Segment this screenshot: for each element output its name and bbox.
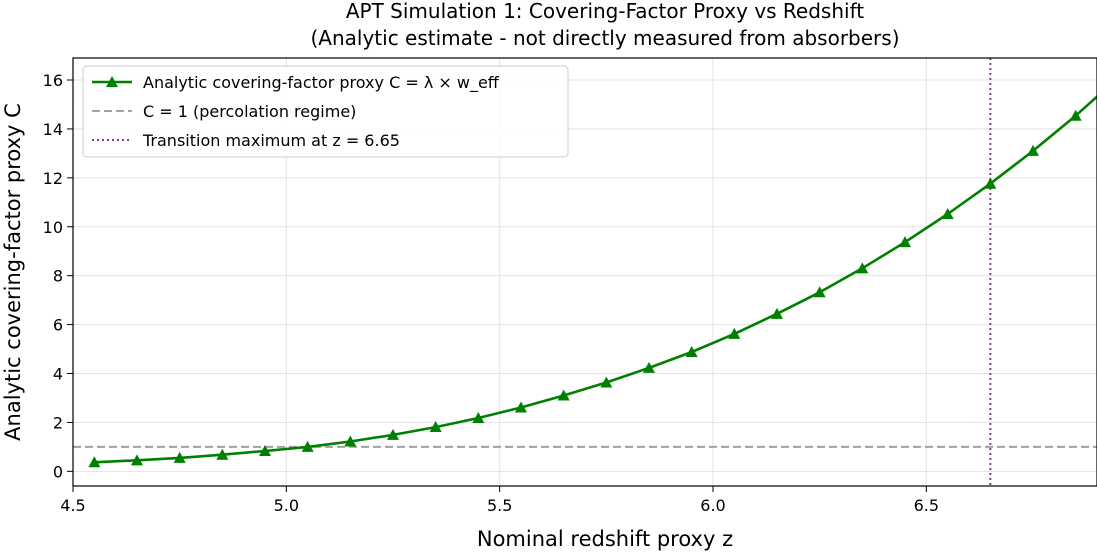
- data-point-marker: [984, 177, 997, 189]
- chart-title: APT Simulation 1: Covering-Factor Proxy …: [346, 0, 864, 23]
- y-tick-label: 12: [43, 169, 63, 188]
- series-group: [88, 94, 1097, 468]
- y-tick-label: 16: [43, 71, 63, 90]
- data-point-marker: [1027, 144, 1039, 156]
- data-point-marker: [728, 327, 741, 339]
- data-point-marker: [771, 307, 783, 319]
- chart-subtitle: (Analytic estimate - not directly measur…: [311, 26, 900, 50]
- legend-marker-series: [106, 76, 118, 87]
- x-tick-label: 6.0: [700, 496, 725, 515]
- data-point-marker: [813, 286, 826, 298]
- legend-label-percolation: C = 1 (percolation regime): [143, 102, 356, 121]
- data-point-marker: [899, 236, 911, 248]
- y-axis-label: Analytic covering-factor proxy C: [1, 103, 25, 441]
- legend-box: [82, 65, 569, 158]
- series-layer: [88, 94, 1097, 468]
- data-point-marker: [387, 428, 399, 440]
- data-point-marker: [88, 456, 101, 468]
- legend-label-series: Analytic covering-factor proxy C = λ × w…: [143, 73, 500, 93]
- y-tick-label: 10: [43, 218, 63, 237]
- data-point-marker: [856, 262, 869, 274]
- data-point-marker: [515, 401, 527, 413]
- x-tick-label: 4.5: [60, 496, 85, 515]
- x-axis-label: Nominal redshift proxy z: [477, 527, 733, 551]
- data-point-marker: [600, 376, 613, 388]
- data-point-marker: [643, 361, 655, 373]
- data-point-marker: [259, 445, 271, 457]
- y-tick-label: 0: [53, 462, 63, 481]
- y-tick-label: 6: [53, 316, 63, 335]
- x-tick-label: 6.5: [914, 496, 939, 515]
- data-point-marker: [344, 435, 357, 447]
- data-point-marker: [131, 454, 143, 466]
- data-point-marker: [429, 421, 442, 433]
- legend: Analytic covering-factor proxy C = λ × w…: [82, 65, 569, 158]
- legend-label-transition: Transition maximum at z = 6.65: [142, 131, 400, 150]
- data-point-marker: [941, 208, 954, 220]
- grid-layer: [72, 58, 1097, 486]
- y-tick-label: 14: [43, 120, 63, 139]
- x-ticks: 4.5 5.0 5.5 6.0 6.5: [60, 486, 939, 515]
- data-point-marker: [472, 412, 485, 424]
- data-point-marker: [1069, 109, 1082, 121]
- x-tick-label: 5.0: [274, 496, 299, 515]
- y-tick-label: 4: [53, 364, 63, 383]
- data-point-marker: [216, 448, 229, 460]
- data-point-marker: [685, 345, 698, 357]
- y-tick-label: 2: [53, 413, 63, 432]
- y-tick-label: 8: [53, 267, 63, 286]
- data-point-marker: [173, 451, 186, 463]
- data-point-marker: [301, 440, 314, 452]
- x-tick-label: 5.5: [487, 496, 512, 515]
- reference-lines: [73, 58, 1097, 486]
- y-ticks: 0 2 4 6 8 10 12 14 16: [43, 71, 73, 481]
- plot-frame: [72, 57, 1097, 487]
- data-point-marker: [557, 389, 570, 401]
